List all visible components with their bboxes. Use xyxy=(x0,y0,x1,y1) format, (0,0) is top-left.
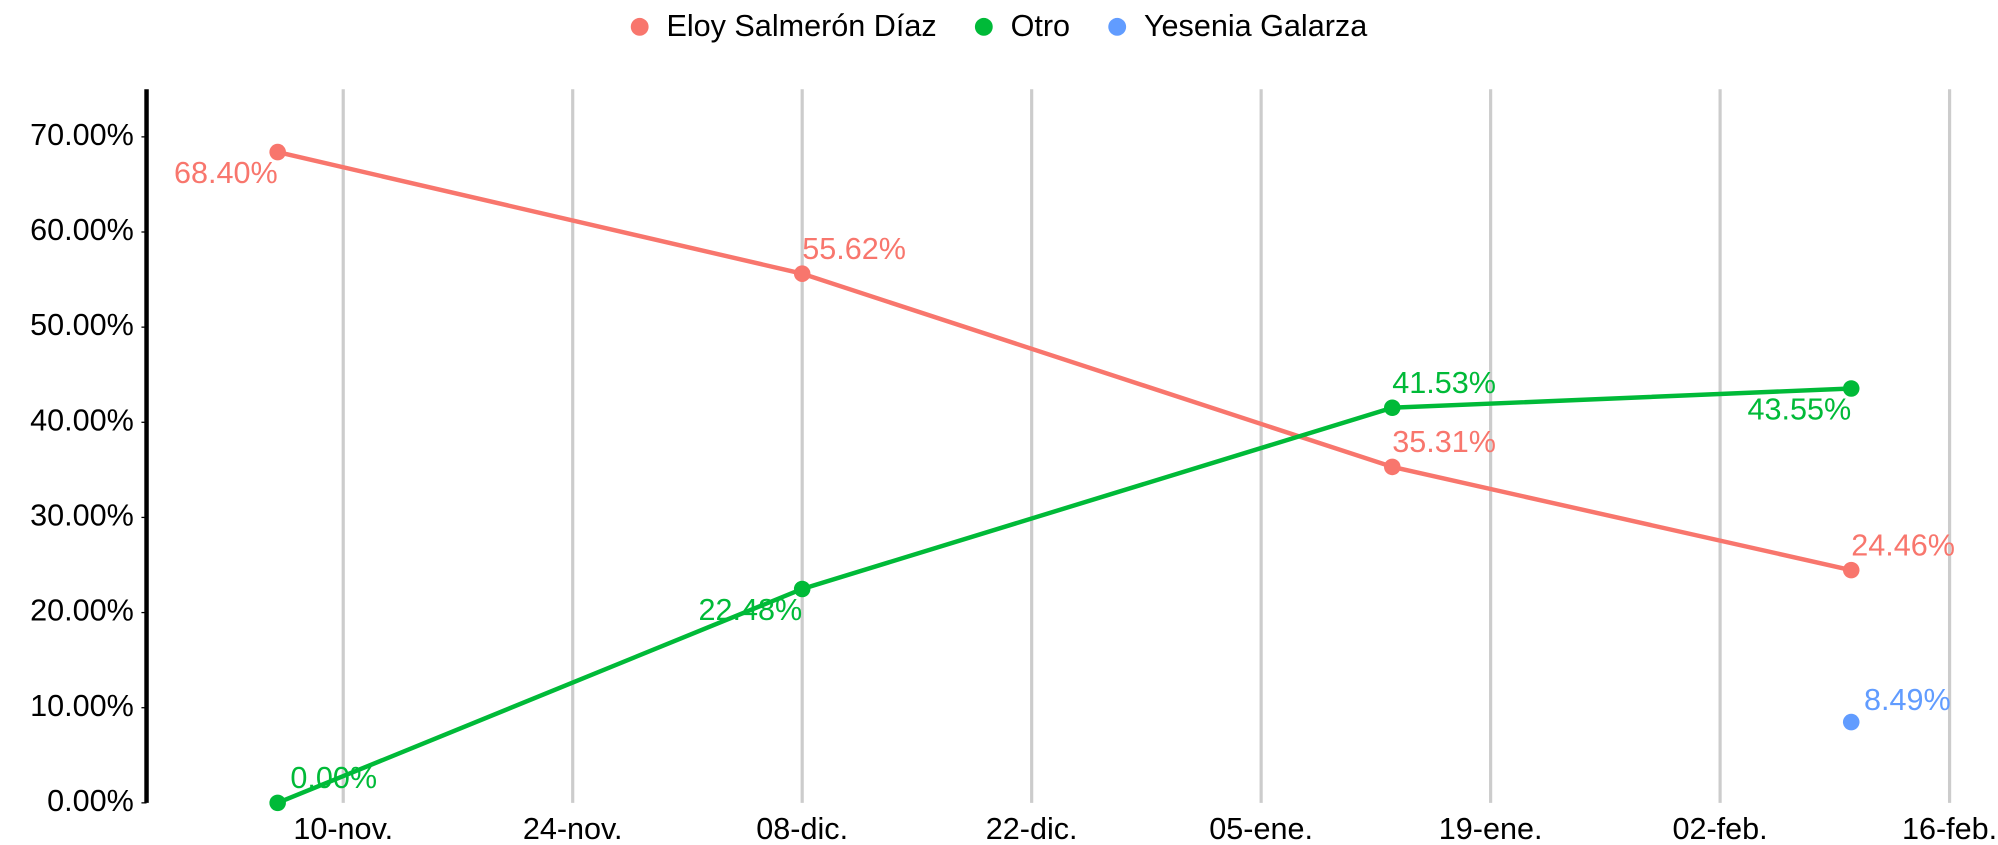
series: 8.49% xyxy=(1842,683,1951,731)
data-point xyxy=(1383,458,1401,476)
data-point xyxy=(793,580,811,598)
data-point xyxy=(269,794,286,812)
data-label: 22.48% xyxy=(698,593,802,627)
series-line xyxy=(277,149,1852,573)
y-tick-label: 30.00% xyxy=(30,499,134,533)
y-tick-label: 70.00% xyxy=(30,118,134,152)
data-point xyxy=(1842,380,1860,397)
series-line xyxy=(276,386,1852,805)
data-label: 55.62% xyxy=(802,232,906,266)
x-tick-label: 10-nov. xyxy=(293,812,393,845)
legend-label: Otro xyxy=(1011,9,1070,43)
legend-marker xyxy=(974,17,993,36)
series: 68.40% 55.62% 35.31% 24.46% xyxy=(174,143,1955,579)
legend-marker xyxy=(630,17,649,36)
data-label: 8.49% xyxy=(1864,683,1951,717)
data-point xyxy=(1842,713,1860,731)
legend-label: Eloy Salmerón Díaz xyxy=(666,9,936,43)
data-label: 0.00% xyxy=(290,761,377,795)
legend: Eloy Salmerón Díaz Otro Yesenia Galarza xyxy=(630,9,1367,43)
data-label: 35.31% xyxy=(1392,425,1496,459)
series: 0.00% 22.48% 41.53% 43.55% xyxy=(269,366,1860,812)
x-tick-label: 22-dic. xyxy=(986,812,1078,845)
x-tick-label: 16-feb. xyxy=(1902,812,1997,845)
y-tick-label: 40.00% xyxy=(30,403,134,437)
x-tick-label: 24-nov. xyxy=(523,812,623,845)
x-tick-label: 02-feb. xyxy=(1672,812,1767,845)
x-tick-label: 08-dic. xyxy=(756,812,848,845)
data-point xyxy=(269,143,286,161)
data-label: 68.40% xyxy=(174,156,278,190)
y-tick-label: 60.00% xyxy=(30,213,134,247)
legend-marker xyxy=(1108,17,1127,36)
y-tick-label: 0.00% xyxy=(47,784,134,818)
y-tick-label: 50.00% xyxy=(30,308,134,342)
legend-label: Yesenia Galarza xyxy=(1144,9,1367,43)
data-point xyxy=(1383,399,1401,417)
y-tick-label: 10.00% xyxy=(30,689,134,723)
data-label: 41.53% xyxy=(1392,366,1496,400)
y-tick-label: 20.00% xyxy=(30,594,134,628)
x-tick-label: 19-ene. xyxy=(1439,812,1543,845)
data-label: 24.46% xyxy=(1851,528,1955,562)
data-point xyxy=(793,265,811,282)
data-point xyxy=(1842,561,1860,579)
data-label: 43.55% xyxy=(1748,393,1852,427)
x-tick-label: 05-ene. xyxy=(1209,812,1313,845)
